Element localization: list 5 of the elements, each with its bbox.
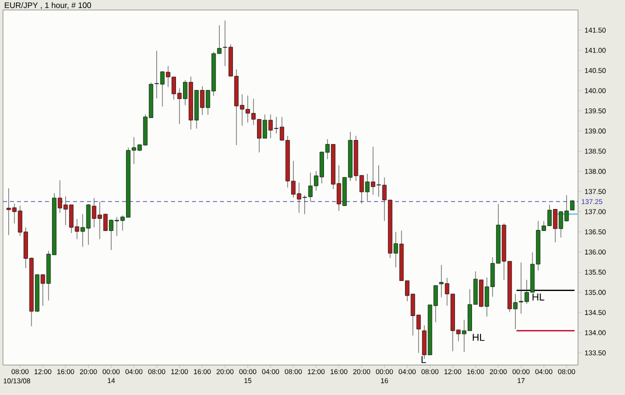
annotation: L	[422, 356, 426, 363]
candlestick	[570, 200, 574, 210]
annotation: HL	[532, 294, 544, 300]
chart-title: EUR/JPY , 1 hour, # 100	[4, 2, 92, 10]
annotation: HL	[472, 334, 484, 341]
